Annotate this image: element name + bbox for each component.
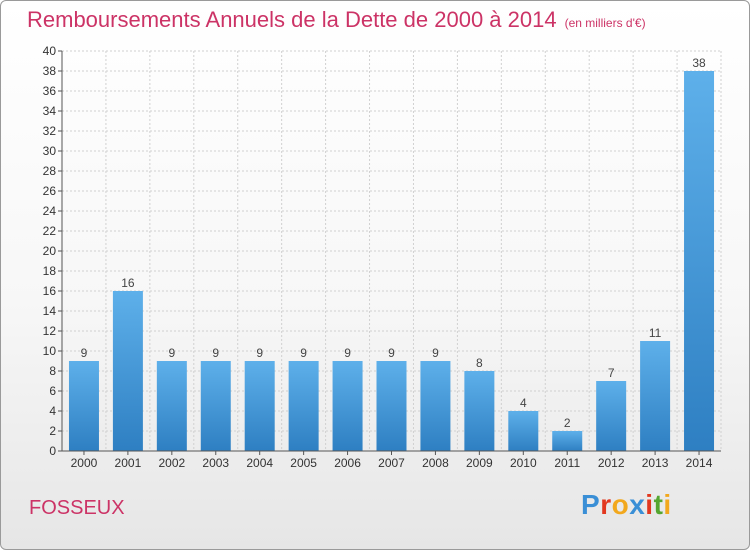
y-tick-label: 30 [43, 144, 57, 158]
x-tick-label: 2008 [422, 456, 449, 470]
bar [288, 361, 319, 451]
bar [508, 411, 539, 451]
y-tick-label: 32 [43, 124, 57, 138]
bar [112, 291, 143, 451]
x-tick-label: 2000 [71, 456, 98, 470]
bar [464, 371, 495, 451]
data-label: 9 [432, 346, 439, 360]
x-tick-labels: 2000 2001 2002 2003 2004 2005 2006 2007 2008 2009… [71, 456, 713, 470]
bar [596, 381, 627, 451]
data-label: 9 [256, 346, 263, 360]
y-tick-label: 6 [49, 384, 56, 398]
x-tick-label: 2011 [554, 456, 580, 470]
logo-letter: i [645, 489, 654, 520]
data-label: 7 [608, 366, 615, 380]
y-tick-label: 38 [43, 64, 57, 78]
data-label: 9 [81, 346, 88, 360]
y-tick-label: 4 [49, 404, 56, 418]
x-tick-label: 2012 [598, 456, 625, 470]
data-label: 9 [388, 346, 395, 360]
y-tick-label: 22 [43, 224, 57, 238]
logo-letter: r [600, 489, 612, 520]
y-tick-label: 24 [43, 204, 57, 218]
data-label: 9 [168, 346, 175, 360]
x-tick-label: 2001 [115, 456, 142, 470]
bar [376, 361, 407, 451]
x-tick-label: 2007 [378, 456, 405, 470]
data-label: 2 [564, 416, 571, 430]
logo-letter: x [629, 489, 646, 520]
x-tick-label: 2010 [510, 456, 537, 470]
y-tick-label: 34 [43, 104, 57, 118]
data-label: 38 [692, 56, 706, 70]
chart-title: Remboursements Annuels de la Dette de 20… [27, 7, 646, 33]
y-tick-label: 40 [43, 44, 57, 58]
data-label: 9 [344, 346, 351, 360]
y-tick-label: 12 [43, 324, 57, 338]
logo-letter: t [653, 489, 664, 520]
axes [58, 50, 721, 455]
y-tick-label: 36 [43, 84, 57, 98]
data-label: 11 [649, 326, 662, 340]
y-tick-label: 28 [43, 164, 57, 178]
bar [68, 361, 99, 451]
x-tick-label: 2005 [290, 456, 317, 470]
bar [332, 361, 363, 451]
proxiti-logo: Proxiti [581, 489, 672, 521]
bar [244, 361, 275, 451]
logo-letter: o [611, 489, 630, 520]
commune-name: FOSSEUX [29, 497, 125, 519]
y-tick-label: 8 [49, 364, 56, 378]
x-tick-label: 2002 [158, 456, 185, 470]
chart-title-unit: (en milliers d'€) [564, 16, 646, 30]
y-tick-label: 2 [49, 424, 56, 438]
logo-letter: P [581, 489, 601, 520]
y-tick-label: 16 [43, 284, 57, 298]
bar [684, 71, 715, 451]
y-tick-label: 20 [43, 244, 57, 258]
bar [156, 361, 187, 451]
y-tick-label: 26 [43, 184, 57, 198]
chart-title-main: Remboursements Annuels de la Dette de 20… [27, 7, 557, 32]
x-tick-label: 2003 [202, 456, 229, 470]
data-label: 8 [476, 356, 483, 370]
bar [200, 361, 231, 451]
y-tick-label: 0 [49, 444, 56, 458]
data-label: 9 [300, 346, 307, 360]
bar [640, 341, 671, 451]
data-label: 9 [212, 346, 219, 360]
y-tick-label: 14 [43, 304, 57, 318]
data-label: 4 [520, 396, 527, 410]
y-tick-label: 18 [43, 264, 57, 278]
x-tick-label: 2004 [246, 456, 273, 470]
x-tick-label: 2009 [466, 456, 493, 470]
data-labels: 9 16 9 9 9 9 9 9 9 8 4 2 7 11 38 [81, 56, 706, 430]
data-label: 16 [121, 276, 135, 290]
bars [68, 71, 715, 451]
bar [420, 361, 451, 451]
logo-letter: i [663, 489, 672, 520]
bar [552, 431, 583, 451]
y-tick-label: 10 [43, 344, 57, 358]
x-tick-label: 2006 [334, 456, 361, 470]
x-tick-label: 2014 [686, 456, 713, 470]
x-tick-label: 2013 [642, 456, 669, 470]
